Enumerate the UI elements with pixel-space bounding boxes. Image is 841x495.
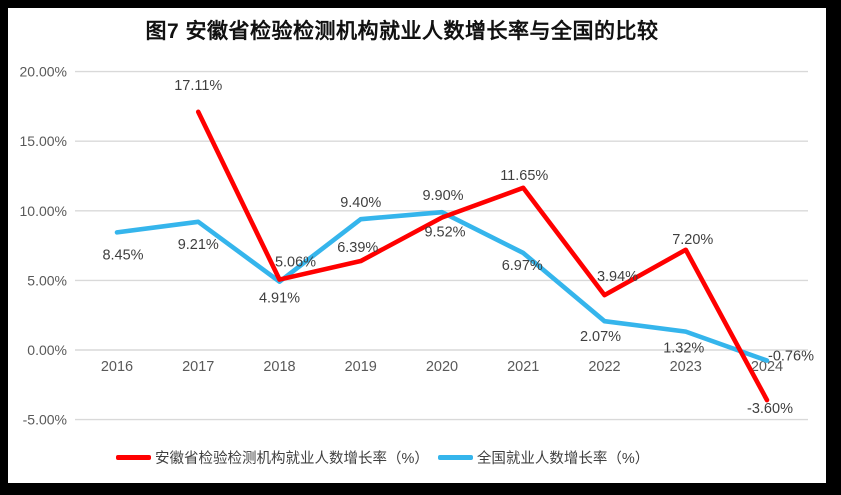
data-label-series-0: 9.52% [424,224,465,240]
x-axis-label: 2020 [426,359,458,375]
legend-label: 安徽省检验检测机构就业人数增长率（%） [155,450,429,467]
data-label-series-0: 11.65% [500,168,548,184]
data-label-series-0: 5.06% [275,255,316,271]
chart-legend: 安徽省检验检测机构就业人数增长率（%） 全国就业人数增长率（%） [116,446,658,468]
y-tick-label: 20.00% [20,64,67,80]
y-tick-label: -5.00% [23,412,67,428]
data-label-series-0: 6.39% [337,240,378,256]
y-tick-label: 0.00% [27,342,67,358]
x-axis-label: 2019 [345,359,377,375]
data-label-series-0: -3.60% [747,401,793,417]
data-label-series-0: 3.94% [597,269,638,285]
data-label-series-1: 2.07% [580,329,621,345]
data-label-series-1: 6.97% [502,258,543,274]
legend-item-0: 安徽省检验检测机构就业人数增长率（%） [116,447,429,468]
x-axis-label: 2018 [263,359,295,375]
data-label-series-1: 1.32% [663,341,704,357]
y-tick-label: 10.00% [20,203,67,219]
x-axis-label: 2021 [507,359,539,375]
data-label-series-1: 4.91% [259,291,300,307]
data-label-series-1: 9.40% [340,195,381,211]
data-label-series-1: -0.76% [768,349,814,365]
x-axis-label: 2017 [182,359,214,375]
series-line-1 [114,209,770,363]
data-label-series-0: 17.11% [174,78,222,94]
legend-item-1: 全国就业人数增长率（%） [437,447,650,468]
legend-line-swatch [116,454,151,460]
x-axis-label: 2016 [101,359,133,375]
x-axis-label: 2022 [588,359,620,375]
x-axis-label: 2023 [670,359,702,375]
data-label-series-1: 9.21% [178,237,219,253]
line-chart-plot-area: 20.00% 15.00% 10.00% 5.00% 0.00% -5.00% 2016 20… [20,64,815,428]
data-label-series-1: 9.90% [422,188,463,204]
x-axis-label: 2024 [751,359,783,375]
series-line-0 [195,109,770,403]
legend-label: 全国就业人数增长率（%） [476,450,650,467]
chart-title: 图7 安徽省检验检测机构就业人数增长率与全国的比较 [145,20,659,43]
legend-line-swatch [437,454,473,460]
data-label-series-0: 7.20% [672,232,713,248]
y-tick-label: 15.00% [20,133,67,149]
data-label-series-1: 8.45% [102,247,143,263]
y-tick-label: 5.00% [27,272,67,288]
